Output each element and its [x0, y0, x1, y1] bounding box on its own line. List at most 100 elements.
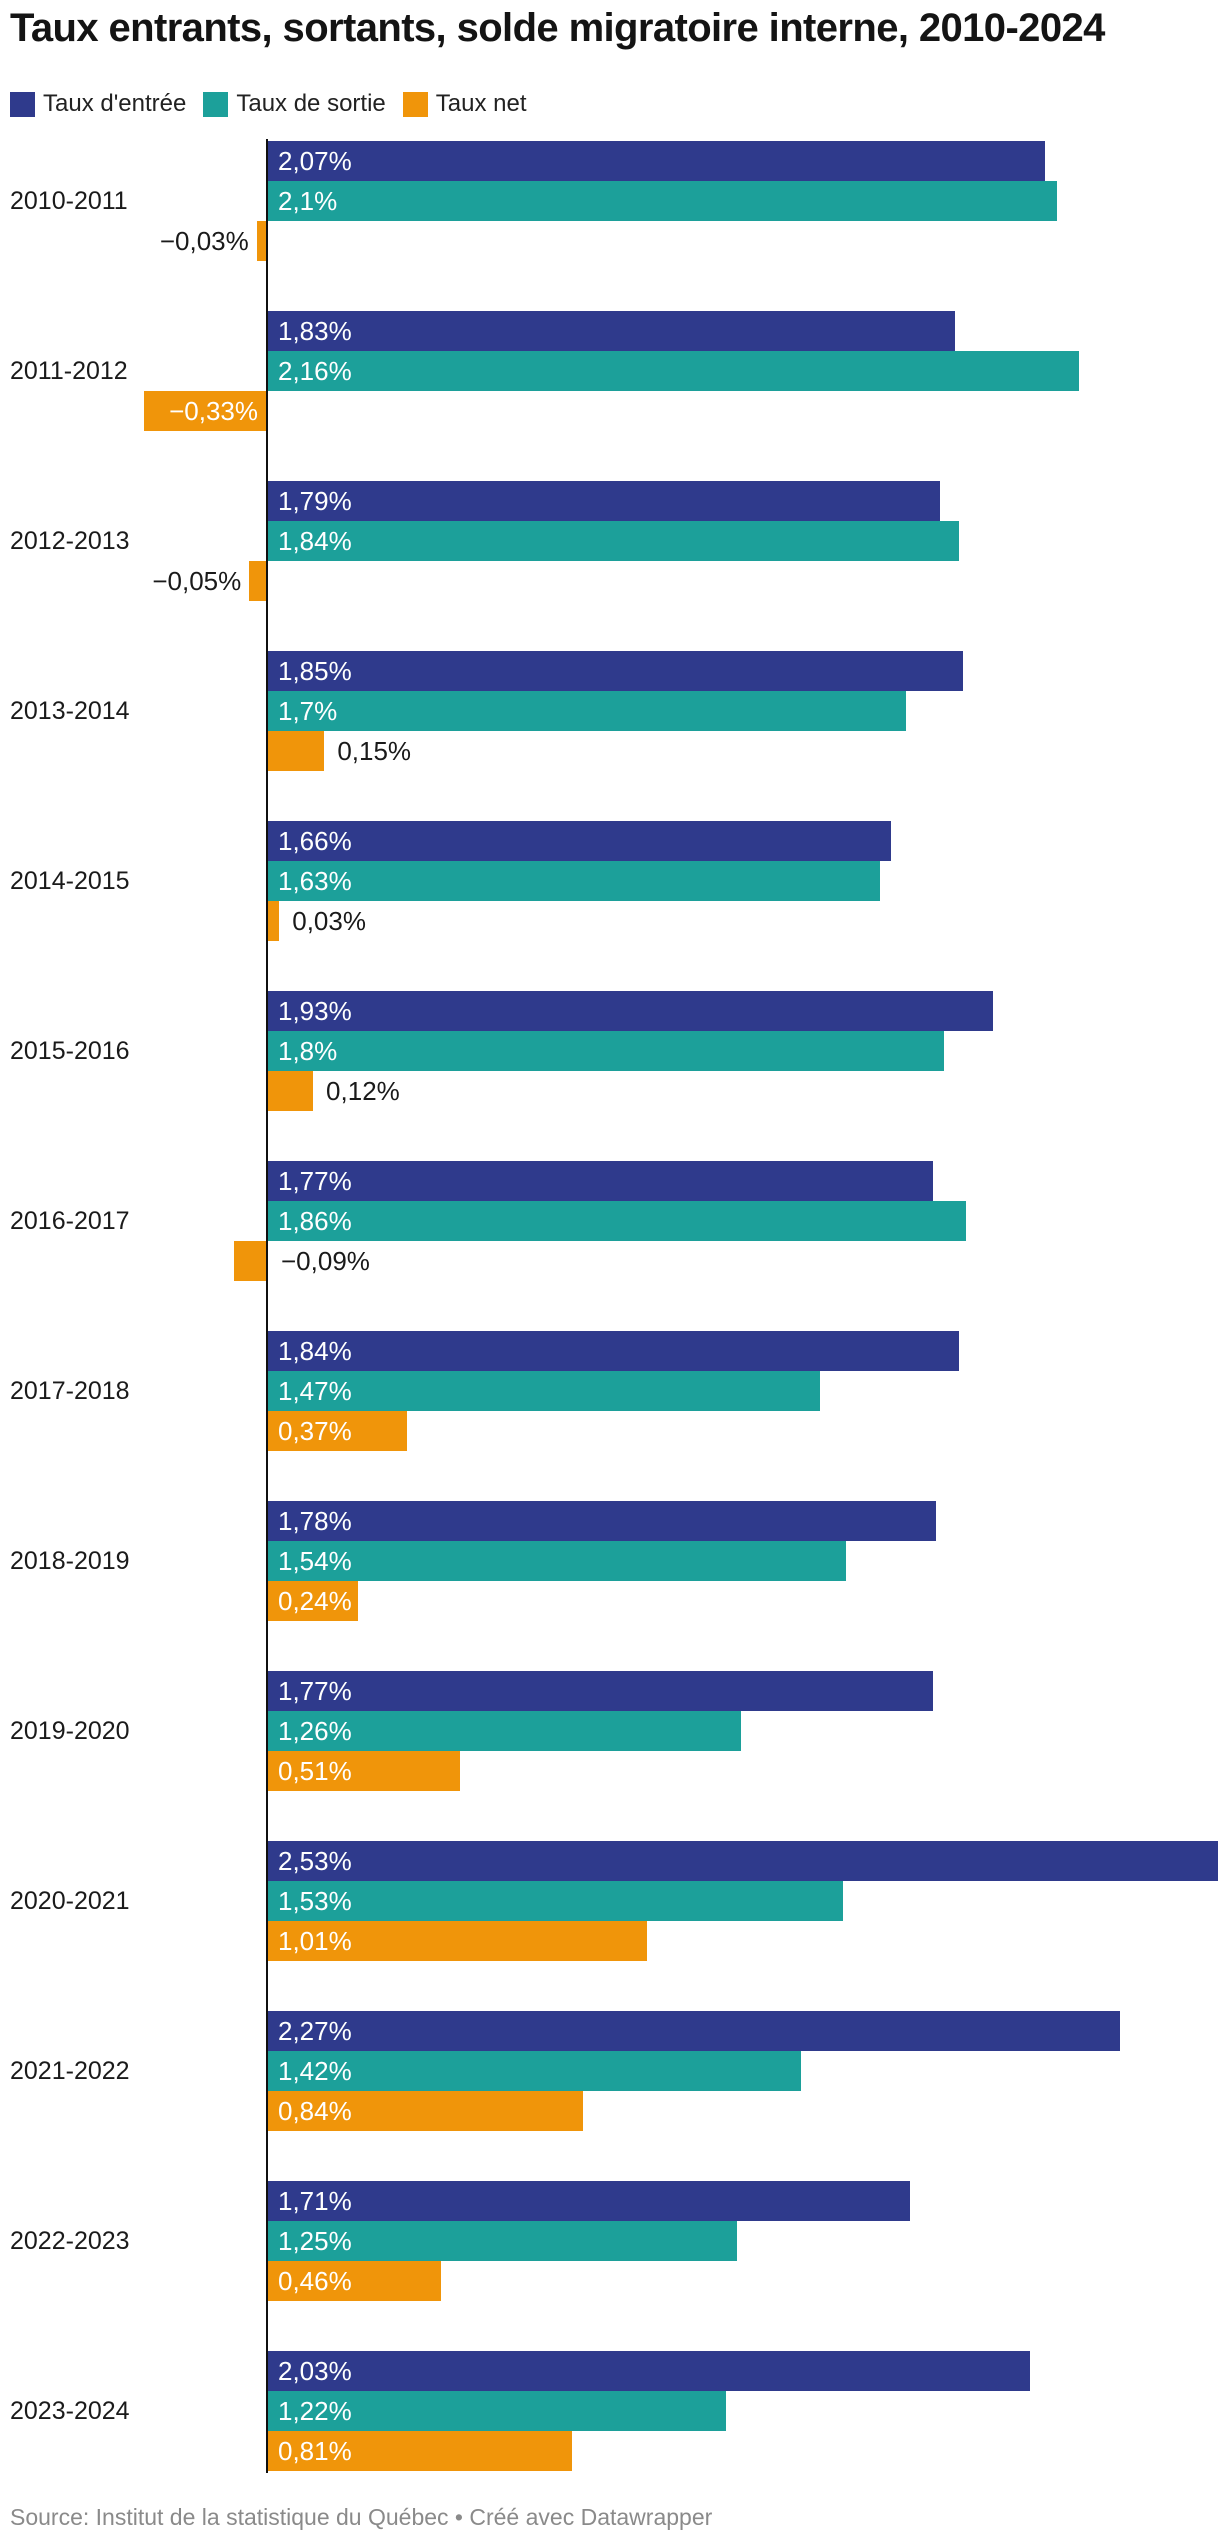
bar-value-label: 1,7% — [278, 696, 338, 726]
category-label: 2014-2015 — [10, 867, 130, 895]
bar-group: 2012-2013 1,79% 1,84% −0,05% — [0, 481, 1220, 601]
bar-taux-sortie: 1,47% — [268, 1371, 820, 1411]
bar-taux-entree: 2,27% — [268, 2011, 1121, 2051]
category-label: 2020-2021 — [10, 1887, 130, 1915]
bar-value-label: 0,46% — [278, 2266, 352, 2296]
bar-taux-net — [256, 221, 268, 261]
legend-item: Taux d'entrée — [10, 90, 186, 118]
bar-value-label: 1,79% — [278, 486, 352, 516]
bar-group: 2021-2022 2,27% 1,42% 0,84% — [0, 2011, 1220, 2131]
bar-taux-entree: 2,53% — [268, 1841, 1218, 1881]
bar-taux-entree: 1,93% — [268, 991, 993, 1031]
bar-value-label: −0,03% — [159, 226, 249, 256]
category-label: 2021-2022 — [10, 2057, 130, 2085]
bar-group: 2019-2020 1,77% 1,26% 0,51% — [0, 1671, 1220, 1791]
bar-taux-net: 0,84% — [268, 2091, 584, 2131]
bar-group: 2011-2012 1,83% 2,16% −0,33% — [0, 311, 1220, 431]
bar-value-label: 0,51% — [278, 1756, 352, 1786]
bar-taux-net: 1,01% — [268, 1921, 648, 1961]
category-label: 2022-2023 — [10, 2227, 130, 2255]
bar-taux-sortie: 1,54% — [268, 1541, 847, 1581]
bar-value-label: 1,84% — [278, 1336, 352, 1366]
category-label: 2015-2016 — [10, 1037, 130, 1065]
bar-taux-net: 0,37% — [268, 1411, 407, 1451]
bar-value-label: 1,66% — [278, 826, 352, 856]
legend-item: Taux net — [402, 90, 527, 118]
legend-label: Taux d'entrée — [43, 90, 187, 117]
bar-taux-entree: 1,85% — [268, 651, 963, 691]
bar-taux-entree: 1,77% — [268, 1671, 933, 1711]
bar-value-label: 0,12% — [326, 1076, 400, 1106]
bar-value-label: 1,78% — [278, 1506, 352, 1536]
bar-group: 2017-2018 1,84% 1,47% 0,37% — [0, 1331, 1220, 1451]
bar-value-label: 2,27% — [278, 2016, 352, 2046]
bar-taux-sortie: 1,8% — [268, 1031, 944, 1071]
legend-swatch-icon — [203, 91, 229, 117]
bar-taux-net: 0,81% — [268, 2431, 573, 2471]
bar-taux-net: 0,24% — [268, 1581, 359, 1621]
legend-label: Taux de sortie — [236, 90, 386, 117]
category-label: 2018-2019 — [10, 1547, 130, 1575]
bar-group: 2020-2021 2,53% 1,53% 1,01% — [0, 1841, 1220, 1961]
bar-group: 2018-2019 1,78% 1,54% 0,24% — [0, 1501, 1220, 1621]
bar-value-label: 1,86% — [278, 1206, 352, 1236]
bar-taux-sortie: 1,53% — [268, 1881, 843, 1921]
bar-taux-net — [249, 561, 268, 601]
bar-taux-sortie: 1,7% — [268, 691, 907, 731]
bar-group: 2010-2011 2,07% 2,1% −0,03% — [0, 141, 1220, 261]
bar-value-label: 2,03% — [278, 2356, 352, 2386]
bar-value-label: 1,77% — [278, 1676, 352, 1706]
bar-taux-net: −0,33% — [144, 391, 268, 431]
category-label: 2011-2012 — [10, 357, 128, 385]
bar-value-label: 1,8% — [278, 1036, 338, 1066]
bar-value-label: 1,25% — [278, 2226, 352, 2256]
legend-label: Taux net — [435, 90, 527, 117]
legend-item: Taux de sortie — [203, 90, 386, 118]
bar-value-label: 2,16% — [278, 356, 352, 386]
bar-chart-plot-area: 2010-2011 2,07% 2,1% −0,03% 2011-2012 1,83% 2,… — [0, 139, 1220, 2473]
bar-value-label: 1,42% — [278, 2056, 352, 2086]
bar-taux-entree: 1,79% — [268, 481, 941, 521]
bar-taux-entree: 1,83% — [268, 311, 956, 351]
bar-taux-sortie: 1,26% — [268, 1711, 742, 1751]
bar-value-label: 2,07% — [278, 146, 352, 176]
bar-value-label: 0,84% — [278, 2096, 352, 2126]
bar-value-label: 1,63% — [278, 866, 352, 896]
bar-group: 2013-2014 1,85% 1,7% 0,15% — [0, 651, 1220, 771]
category-label: 2017-2018 — [10, 1377, 130, 1405]
bar-taux-entree: 1,77% — [268, 1161, 933, 1201]
bar-group: 2014-2015 1,66% 1,63% 0,03% — [0, 821, 1220, 941]
bar-taux-sortie: 1,22% — [268, 2391, 727, 2431]
category-label: 2019-2020 — [10, 1717, 130, 1745]
bar-taux-sortie: 2,16% — [268, 351, 1080, 391]
bar-value-label: 1,85% — [278, 656, 352, 686]
bar-taux-entree: 1,71% — [268, 2181, 911, 2221]
bar-taux-entree: 1,84% — [268, 1331, 959, 1371]
bar-taux-sortie: 1,84% — [268, 521, 959, 561]
bar-value-label: −0,05% — [152, 566, 242, 596]
category-label: 2013-2014 — [10, 697, 130, 725]
bar-value-label: 2,53% — [278, 1846, 352, 1876]
bar-taux-sortie: 1,42% — [268, 2051, 802, 2091]
chart-title: Taux entrants, sortants, solde migratoir… — [10, 6, 1105, 50]
bar-value-label: 1,54% — [278, 1546, 352, 1576]
bar-taux-entree: 2,07% — [268, 141, 1046, 181]
bar-value-label: 1,93% — [278, 996, 352, 1026]
bar-value-label: 0,03% — [292, 906, 366, 936]
bar-value-label: 1,71% — [278, 2186, 352, 2216]
bar-value-label: 1,47% — [278, 1376, 352, 1406]
bar-taux-sortie: 2,1% — [268, 181, 1057, 221]
bar-taux-net: 0,51% — [268, 1751, 460, 1791]
bar-value-label: 2,1% — [278, 186, 338, 216]
bar-taux-sortie: 1,25% — [268, 2221, 738, 2261]
bar-taux-entree: 1,66% — [268, 821, 892, 861]
bar-value-label: 1,01% — [278, 1926, 352, 1956]
bar-value-label: 1,77% — [278, 1166, 352, 1196]
bar-taux-entree: 1,78% — [268, 1501, 937, 1541]
bar-value-label: 1,53% — [278, 1886, 352, 1916]
category-label: 2012-2013 — [10, 527, 130, 555]
bar-taux-net — [268, 1071, 314, 1111]
bar-group: 2016-2017 1,77% 1,86% −0,09% — [0, 1161, 1220, 1281]
bar-group: 2015-2016 1,93% 1,8% 0,12% — [0, 991, 1220, 1111]
